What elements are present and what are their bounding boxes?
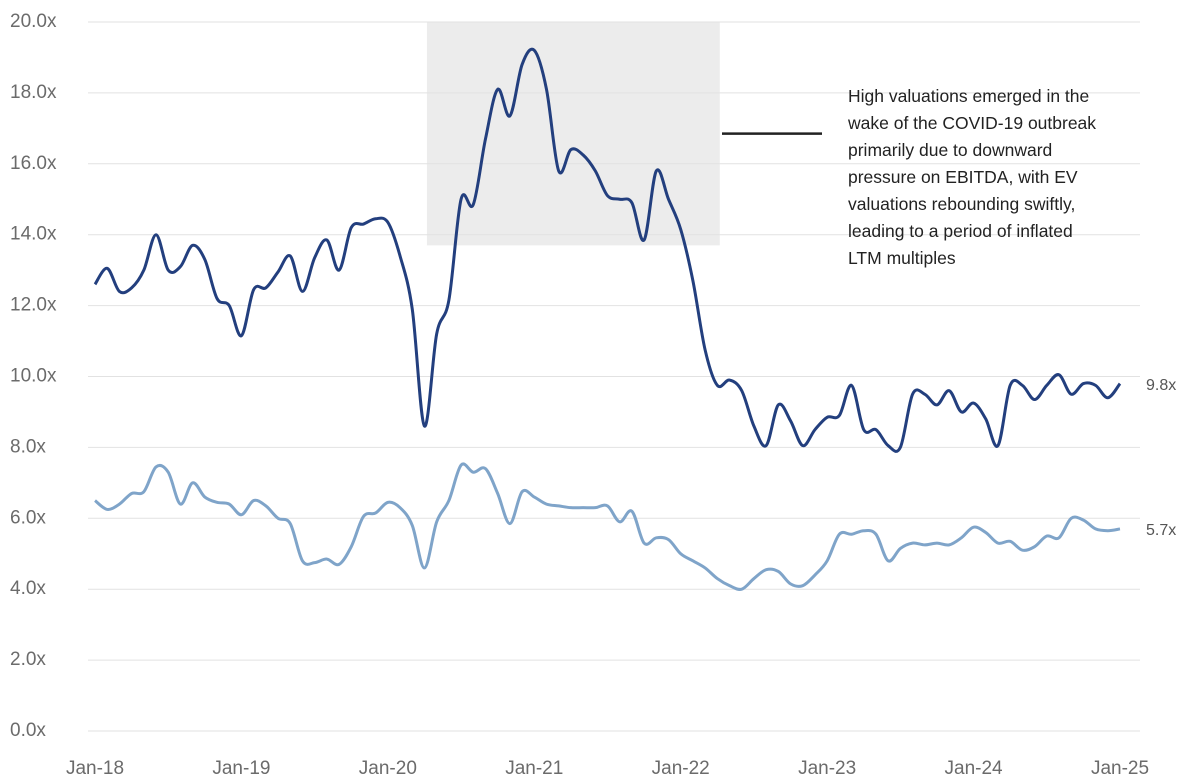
x-tick-label: Jan-19 [212,758,270,779]
end-label: 5.7x [1146,522,1176,539]
end-label: 9.8x [1146,377,1176,394]
y-tick-label: 4.0x [10,578,46,599]
x-tick-label: Jan-22 [652,758,710,779]
line [93,47,1122,453]
x-tick-label: Jan-24 [945,758,1004,779]
x-tick-label: Jan-20 [359,758,417,779]
x-tick-label: Jan-23 [798,758,856,779]
x-tick-label: Jan-18 [66,758,124,779]
y-tick-label: 2.0x [10,649,46,670]
y-tick-label: 10.0x [10,366,57,387]
annotation-line: pressure on EBITDA, with EV [848,167,1078,187]
y-tick-label: 16.0x [10,153,57,174]
y-tick-label: 0.0x [10,720,46,741]
annotation-line: leading to a period of inflated [848,221,1073,241]
y-tick-label: 12.0x [10,295,57,316]
annotation-line: wake of the COVID-19 outbreak [848,113,1097,133]
annotation-line: LTM multiples [848,248,956,268]
annotation: High valuations emerged in the wake of th… [848,83,1178,272]
y-tick-label: 6.0x [10,507,46,528]
line [94,462,1121,591]
x-tick-label: Jan-25 [1091,758,1149,779]
y-tick-label: 8.0x [10,436,46,457]
y-tick-label: 18.0x [10,82,57,103]
annotation-line: High valuations emerged in the [848,86,1090,106]
highlight-region [426,22,720,246]
y-tick-label: 14.0x [10,224,57,245]
y-tick-label: 20.0x [10,11,57,32]
annotation-line: primarily due to downward [848,140,1053,160]
x-tick-label: Jan-21 [505,758,563,779]
annotation-line: valuations rebounding swiftly, [848,194,1076,214]
